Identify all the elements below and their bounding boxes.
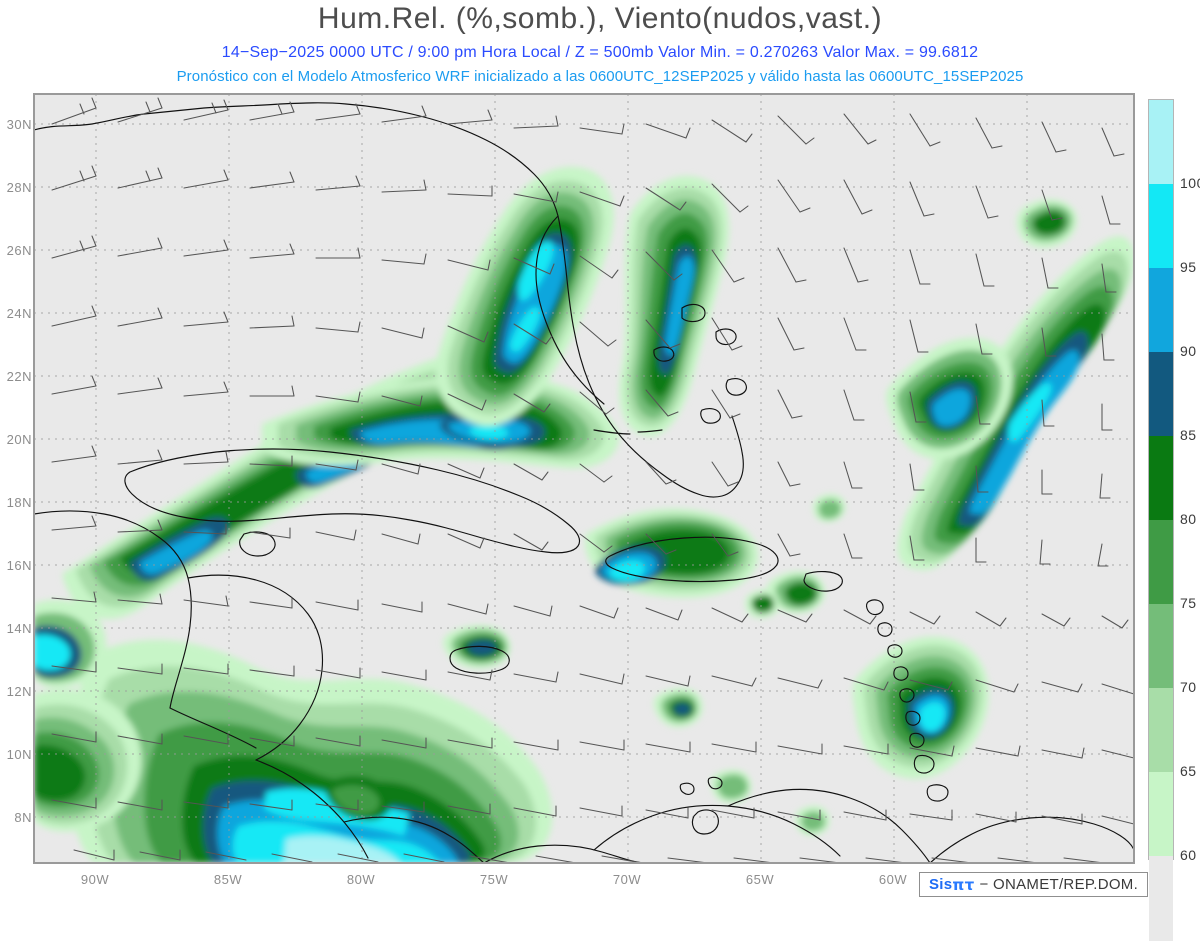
y-axis-label-30n: 30N: [6, 117, 32, 132]
x-axis-label-85w: 85W: [213, 872, 243, 887]
colorbar-tick-60: 60: [1180, 847, 1197, 863]
colorbar-tick-100: 100: [1180, 175, 1200, 191]
colorbar-tick-85: 85: [1180, 427, 1197, 443]
x-axis-label-65w: 65W: [745, 872, 775, 887]
y-axis-label-28n: 28N: [6, 180, 32, 195]
logo-org-text: − ONAMET/REP.DOM.: [979, 876, 1139, 893]
colorbar-band-60: [1149, 772, 1173, 856]
x-axis-label-60w: 60W: [878, 872, 908, 887]
y-axis-label-20n: 20N: [6, 432, 32, 447]
model-info-line: Pronóstico con el Modelo Atmosferico WRF…: [176, 68, 1024, 85]
wind-barbs-layer: [51, 97, 1134, 863]
y-axis-label-8n: 8N: [14, 810, 32, 825]
x-axis-label-80w: 80W: [346, 872, 376, 887]
colorbar-band-80: [1149, 436, 1173, 520]
logo-tt-icon: πτ: [952, 875, 975, 894]
coastlines: [34, 102, 1134, 863]
y-axis-label-10n: 10N: [6, 747, 32, 762]
humidity-wind-map: [34, 94, 1134, 863]
y-axis-label-14n: 14N: [6, 621, 32, 636]
provider-logo: Sis πτ − ONAMET/REP.DOM.: [919, 872, 1149, 897]
y-axis-label-12n: 12N: [6, 684, 32, 699]
colorbar-band-100: [1149, 100, 1173, 184]
page-title: Hum.Rel. (%,somb.), Viento(nudos,vast.): [317, 2, 883, 35]
y-axis-label-22n: 22N: [6, 369, 32, 384]
colorbar-band-65: [1149, 688, 1173, 772]
colorbar-band-below-60: [1149, 856, 1173, 941]
colorbar-tick-95: 95: [1180, 259, 1197, 275]
y-axis-label-26n: 26N: [6, 243, 32, 258]
x-axis-label-90w: 90W: [80, 872, 110, 887]
colorbar-band-75: [1149, 520, 1173, 604]
colorbar-band-90: [1149, 268, 1173, 352]
colorbar-tick-90: 90: [1180, 343, 1197, 359]
y-axis-label-16n: 16N: [6, 558, 32, 573]
colorbar-tick-75: 75: [1180, 595, 1197, 611]
x-axis-label-70w: 70W: [612, 872, 642, 887]
colorbar-band-85: [1149, 352, 1173, 436]
humidity-colorbar[interactable]: [1148, 99, 1174, 941]
y-axis-label-18n: 18N: [6, 495, 32, 510]
colorbar-tick-65: 65: [1180, 763, 1197, 779]
map-gridlines: [34, 94, 1134, 863]
y-axis-label-24n: 24N: [6, 306, 32, 321]
humidity-shading-layer: [34, 166, 1134, 863]
weather-map-plot[interactable]: [33, 93, 1135, 864]
x-axis-label-75w: 75W: [479, 872, 509, 887]
colorbar-tick-80: 80: [1180, 511, 1197, 527]
forecast-meta-line: 14−Sep−2025 0000 UTC / 9:00 pm Hora Loca…: [221, 44, 979, 61]
colorbar-tick-70: 70: [1180, 679, 1197, 695]
logo-sis-text: Sis: [929, 876, 953, 893]
colorbar-band-70: [1149, 604, 1173, 688]
colorbar-band-95: [1149, 184, 1173, 268]
